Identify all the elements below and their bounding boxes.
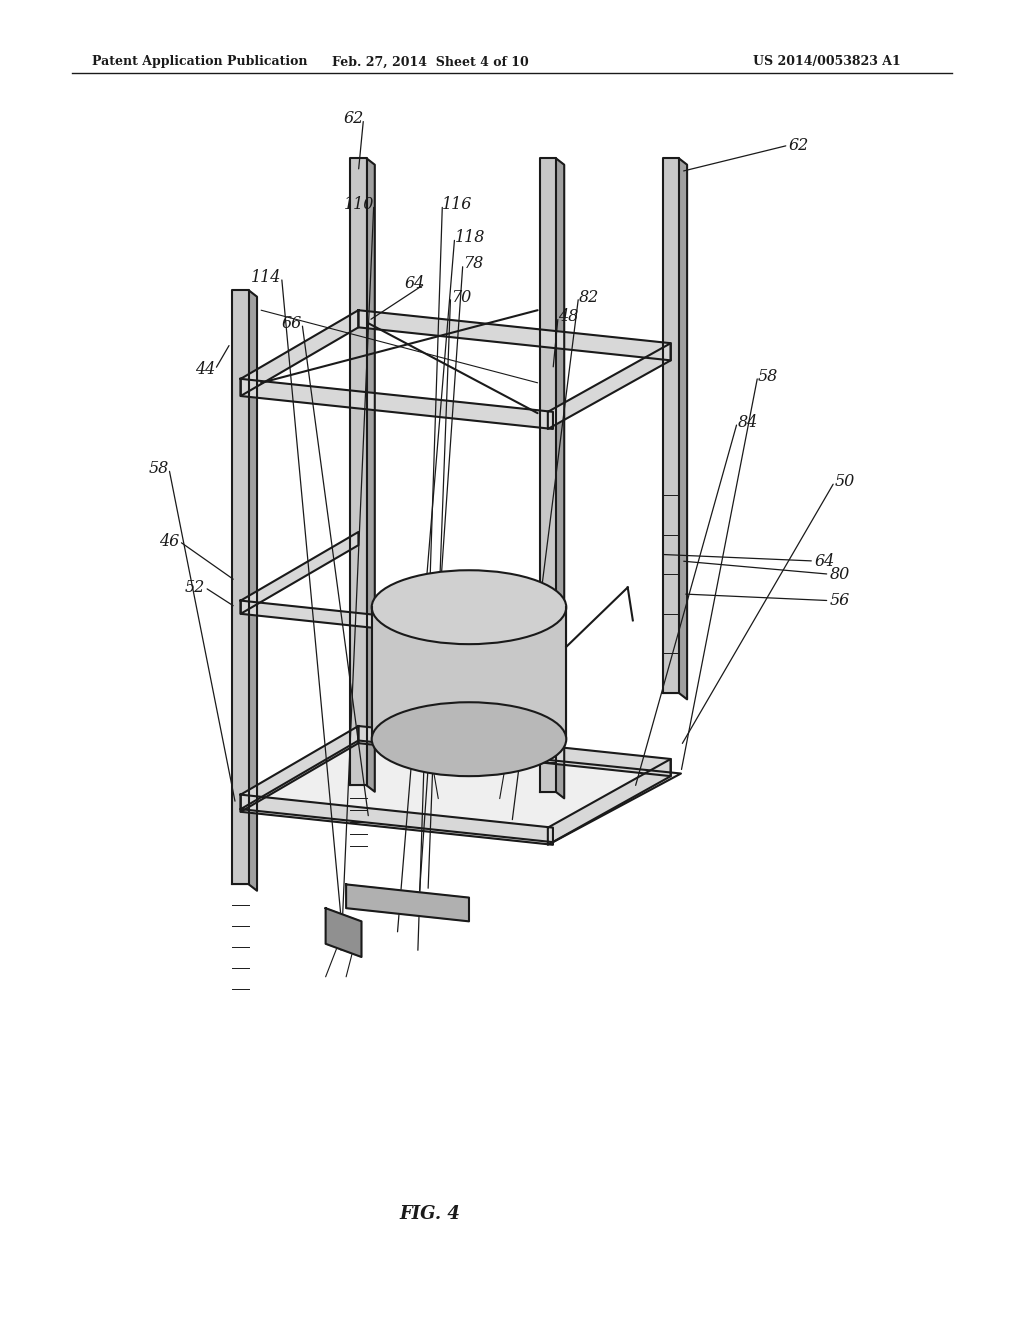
Polygon shape: [346, 884, 469, 921]
Text: FIG. 4: FIG. 4: [399, 1205, 461, 1224]
Text: 62: 62: [343, 111, 364, 127]
Text: 84: 84: [737, 414, 758, 430]
Text: Feb. 27, 2014  Sheet 4 of 10: Feb. 27, 2014 Sheet 4 of 10: [332, 55, 528, 69]
Text: 70: 70: [451, 289, 471, 305]
Text: 48: 48: [558, 309, 579, 325]
Polygon shape: [232, 290, 249, 884]
Polygon shape: [241, 741, 681, 842]
Ellipse shape: [372, 702, 566, 776]
Text: 58: 58: [148, 461, 169, 477]
Text: 62: 62: [788, 137, 809, 153]
Text: 64: 64: [404, 276, 425, 292]
Polygon shape: [679, 158, 687, 700]
Polygon shape: [540, 158, 556, 792]
Polygon shape: [358, 726, 671, 776]
Ellipse shape: [372, 570, 566, 644]
Polygon shape: [548, 759, 671, 845]
Text: 80: 80: [829, 566, 850, 582]
Text: 64: 64: [814, 553, 835, 569]
Text: 110: 110: [343, 197, 374, 213]
Polygon shape: [241, 310, 358, 396]
Polygon shape: [358, 310, 671, 360]
Text: 46: 46: [159, 533, 179, 549]
Polygon shape: [548, 343, 671, 429]
Text: 52: 52: [184, 579, 205, 595]
Polygon shape: [249, 290, 257, 891]
Text: 58: 58: [758, 368, 778, 384]
Polygon shape: [241, 795, 553, 845]
Polygon shape: [367, 158, 375, 792]
Polygon shape: [241, 601, 553, 647]
Text: 50: 50: [835, 474, 855, 490]
Polygon shape: [556, 158, 564, 799]
Polygon shape: [326, 908, 361, 957]
Text: 114: 114: [251, 269, 282, 285]
Polygon shape: [241, 532, 358, 614]
Text: 82: 82: [579, 289, 599, 305]
Polygon shape: [663, 158, 679, 693]
Text: 56: 56: [829, 593, 850, 609]
Polygon shape: [241, 726, 358, 812]
Text: 66: 66: [282, 315, 302, 331]
Text: 44: 44: [195, 362, 215, 378]
Polygon shape: [350, 158, 367, 785]
Text: US 2014/0053823 A1: US 2014/0053823 A1: [754, 55, 901, 69]
Polygon shape: [241, 379, 553, 429]
Polygon shape: [372, 607, 566, 739]
Text: Patent Application Publication: Patent Application Publication: [92, 55, 307, 69]
Text: 116: 116: [442, 197, 473, 213]
Text: 118: 118: [455, 230, 485, 246]
Text: 78: 78: [463, 256, 483, 272]
